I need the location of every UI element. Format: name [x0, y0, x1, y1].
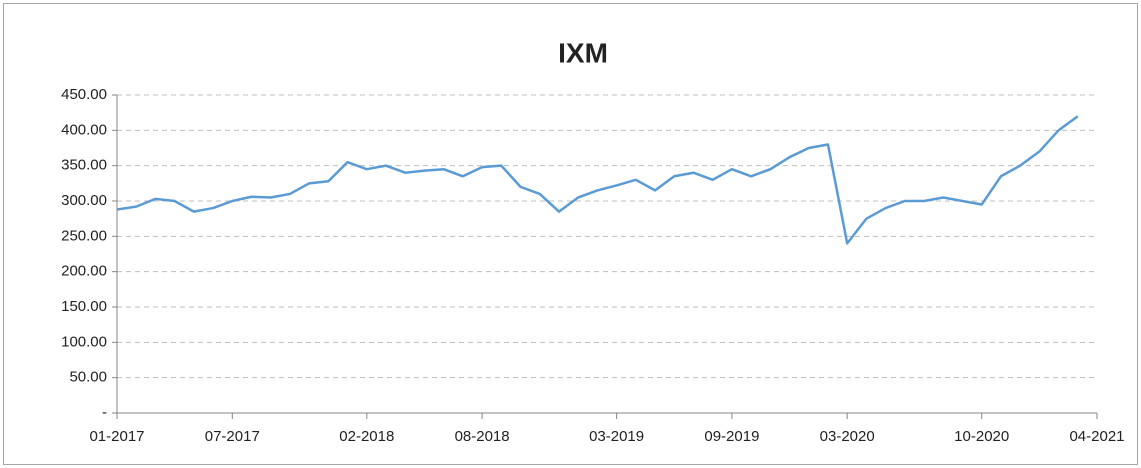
x-tick-label: 03-2020 — [820, 428, 875, 445]
chart-title: IXM — [558, 37, 608, 68]
x-tick-label: 03-2019 — [589, 428, 644, 445]
y-tick-label: 450.00 — [61, 86, 107, 103]
y-tick-label: 50.00 — [69, 369, 107, 386]
x-tick-label: 02-2018 — [339, 428, 394, 445]
chart-border — [3, 3, 1138, 465]
y-tick-label: - — [102, 404, 107, 421]
x-tick-label: 01-2017 — [89, 428, 144, 445]
x-tick-label: 10-2020 — [954, 428, 1009, 445]
y-tick-label: 300.00 — [61, 192, 107, 209]
y-tick-label: 150.00 — [61, 298, 107, 315]
y-tick-label: 100.00 — [61, 333, 107, 350]
line-series — [116, 115, 1079, 245]
y-tick-label: 400.00 — [61, 121, 107, 138]
x-tick-label: 09-2019 — [704, 428, 759, 445]
x-tick-label: 04-2021 — [1069, 428, 1124, 445]
y-tick-label: 350.00 — [61, 157, 107, 174]
x-tick-label: 07-2017 — [205, 428, 260, 445]
y-tick-label: 200.00 — [61, 263, 107, 280]
x-tick-label: 08-2018 — [455, 428, 510, 445]
y-tick-label: 250.00 — [61, 227, 107, 244]
